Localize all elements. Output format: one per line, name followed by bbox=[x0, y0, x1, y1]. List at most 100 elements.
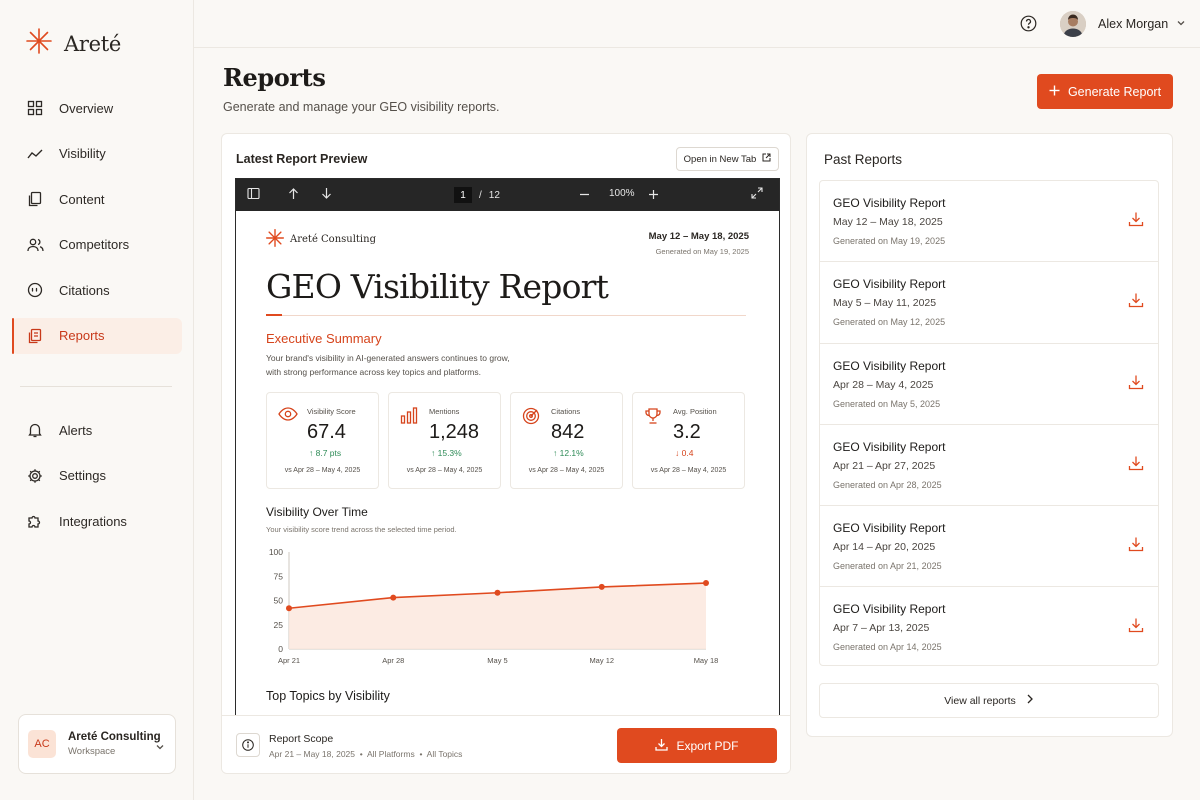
past-reports-list: GEO Visibility Report May 12 – May 18, 20… bbox=[819, 180, 1159, 666]
past-report-name: GEO Visibility Report bbox=[833, 439, 946, 454]
past-reports-card: Past Reports GEO Visibility Report May 12… bbox=[806, 133, 1173, 737]
past-report-range: Apr 28 – May 4, 2025 bbox=[833, 378, 934, 391]
kpi-delta: ↑ 8.7 pts bbox=[309, 448, 342, 458]
user-name: Alex Morgan bbox=[1098, 17, 1169, 31]
download-icon[interactable] bbox=[1128, 292, 1144, 313]
chevron-right-icon bbox=[1026, 694, 1034, 707]
past-report-range: Apr 7 – Apr 13, 2025 bbox=[833, 622, 930, 635]
kpi-card-citations: Citations 842 ↑ 12.1% vs Apr 28 – May 4,… bbox=[510, 392, 623, 489]
workspace-sub: Workspace bbox=[68, 746, 116, 757]
report-scope-title: Report Scope bbox=[269, 733, 334, 745]
sidebar-item-overview[interactable]: Overview bbox=[12, 90, 182, 126]
view-all-reports-button[interactable]: View all reports bbox=[819, 683, 1159, 718]
download-icon[interactable] bbox=[1128, 211, 1144, 232]
past-report-range: Apr 14 – Apr 20, 2025 bbox=[833, 541, 936, 554]
asterisk-logo-icon bbox=[266, 229, 284, 250]
open-in-new-tab-button[interactable]: Open in New Tab bbox=[676, 147, 779, 171]
y-tick-label: 100 bbox=[269, 547, 283, 557]
download-icon[interactable] bbox=[1128, 455, 1144, 476]
quote-icon bbox=[26, 281, 44, 299]
page-number-input[interactable]: 1 bbox=[454, 187, 472, 203]
doc-brand-name: Areté Consulting bbox=[290, 234, 376, 245]
past-report-row[interactable]: GEO Visibility Report Apr 7 – Apr 13, 202… bbox=[820, 587, 1158, 665]
brand[interactable]: Areté bbox=[26, 28, 121, 59]
sidebar-item-settings[interactable]: Settings bbox=[12, 458, 182, 494]
past-report-row[interactable]: GEO Visibility Report May 5 – May 11, 202… bbox=[820, 262, 1158, 344]
download-icon[interactable] bbox=[1128, 374, 1144, 395]
past-report-row[interactable]: GEO Visibility Report Apr 28 – May 4, 202… bbox=[820, 344, 1158, 425]
external-link-icon bbox=[762, 153, 771, 165]
download-icon[interactable] bbox=[1128, 536, 1144, 557]
arrow-up-icon[interactable] bbox=[287, 187, 300, 200]
arrow-down-icon[interactable] bbox=[320, 187, 333, 200]
y-tick-label: 25 bbox=[274, 620, 284, 630]
kpi-value: 1,248 bbox=[429, 421, 480, 443]
doc-divider bbox=[266, 315, 746, 316]
sidebar-item-integrations[interactable]: Integrations bbox=[12, 503, 182, 539]
data-point bbox=[598, 583, 605, 590]
kpi-comparison: vs Apr 28 – May 4, 2025 bbox=[284, 467, 361, 474]
kpi-delta: ↑ 12.1% bbox=[553, 448, 584, 458]
exec-summary-title: Executive Summary bbox=[266, 331, 382, 346]
preview-footer: Report Scope Apr 21 – May 18, 2025 • All… bbox=[222, 715, 790, 773]
past-report-generated: Generated on Apr 14, 2025 bbox=[833, 642, 942, 653]
sidebar-item-label: Citations bbox=[59, 282, 110, 298]
doc-date-range: May 12 – May 18, 2025 bbox=[648, 231, 749, 242]
workspace-avatar: AC bbox=[28, 730, 56, 758]
zoom-out-icon[interactable] bbox=[579, 189, 590, 200]
help-icon[interactable] bbox=[1020, 15, 1037, 37]
past-report-name: GEO Visibility Report bbox=[833, 602, 946, 617]
past-report-row[interactable]: GEO Visibility Report May 12 – May 18, 20… bbox=[820, 181, 1158, 263]
past-report-row[interactable]: GEO Visibility Report Apr 14 – Apr 20, 20… bbox=[820, 506, 1158, 588]
pdf-viewer: 1 / 12 100% Areté Consulting May 12 – Ma… bbox=[235, 178, 780, 718]
data-point bbox=[390, 594, 397, 601]
info-icon[interactable] bbox=[236, 733, 260, 757]
past-report-name: GEO Visibility Report bbox=[833, 277, 946, 292]
page-subtitle: Generate and manage your GEO visibility … bbox=[223, 100, 500, 114]
fullscreen-icon[interactable] bbox=[751, 187, 763, 199]
past-report-generated: Generated on May 19, 2025 bbox=[833, 236, 946, 246]
data-point bbox=[703, 580, 709, 587]
grid-icon bbox=[26, 99, 44, 117]
bar-chart-icon bbox=[400, 407, 418, 429]
past-report-range: May 12 – May 18, 2025 bbox=[833, 216, 943, 228]
sidebar-item-alerts[interactable]: Alerts bbox=[12, 412, 182, 448]
kpi-value: 3.2 bbox=[673, 421, 701, 443]
export-pdf-button[interactable]: Export PDF bbox=[617, 728, 777, 763]
kpi-delta: ↓ 0.4 bbox=[675, 448, 694, 458]
page-indicator: 1 / 12 bbox=[454, 187, 500, 203]
page-separator: / bbox=[479, 189, 482, 201]
kpi-card-mentions: Mentions 1,248 ↑ 15.3% vs Apr 28 – May 4… bbox=[388, 392, 501, 489]
kpi-comparison: vs Apr 28 – May 4, 2025 bbox=[650, 467, 727, 474]
doc-divider-accent bbox=[266, 314, 282, 316]
past-reports-title: Past Reports bbox=[824, 152, 903, 167]
kpi-label: Mentions bbox=[429, 407, 460, 416]
primary-nav: Overview Visibility Content Competitors … bbox=[12, 90, 182, 363]
nav-divider bbox=[20, 386, 172, 387]
visibility-over-time-title: Visibility Over Time bbox=[266, 505, 368, 519]
past-report-name: GEO Visibility Report bbox=[833, 521, 946, 536]
scope-dot: • bbox=[357, 749, 367, 759]
kpi-label: Avg. Position bbox=[673, 407, 717, 416]
sidebar-item-content[interactable]: Content bbox=[12, 181, 182, 217]
zoom-in-icon[interactable] bbox=[648, 189, 659, 200]
x-tick-label: May 12 bbox=[589, 656, 614, 665]
sidebar-item-competitors[interactable]: Competitors bbox=[12, 227, 182, 263]
sidebar-item-visibility[interactable]: Visibility bbox=[12, 136, 182, 172]
generate-report-button[interactable]: Generate Report bbox=[1037, 74, 1173, 109]
workspace-switcher[interactable]: AC Areté Consulting Workspace bbox=[18, 714, 176, 774]
page-title: Reports bbox=[223, 63, 326, 92]
download-icon[interactable] bbox=[1128, 617, 1144, 638]
report-scope-details: Apr 21 – May 18, 2025 • All Platforms • … bbox=[269, 749, 462, 759]
y-tick-label: 0 bbox=[278, 644, 283, 654]
bell-icon bbox=[26, 421, 44, 439]
report-icon bbox=[26, 327, 44, 345]
x-tick-label: Apr 28 bbox=[382, 656, 404, 665]
sidebar-toggle-icon[interactable] bbox=[247, 187, 260, 200]
sidebar-item-citations[interactable]: Citations bbox=[12, 272, 182, 308]
user-menu[interactable]: Alex Morgan bbox=[1060, 11, 1186, 37]
sidebar-item-reports[interactable]: Reports bbox=[12, 317, 182, 354]
past-report-row[interactable]: GEO Visibility Report Apr 21 – Apr 27, 20… bbox=[820, 425, 1158, 507]
kpi-comparison: vs Apr 28 – May 4, 2025 bbox=[528, 467, 605, 474]
past-report-generated: Generated on Apr 28, 2025 bbox=[833, 479, 942, 490]
